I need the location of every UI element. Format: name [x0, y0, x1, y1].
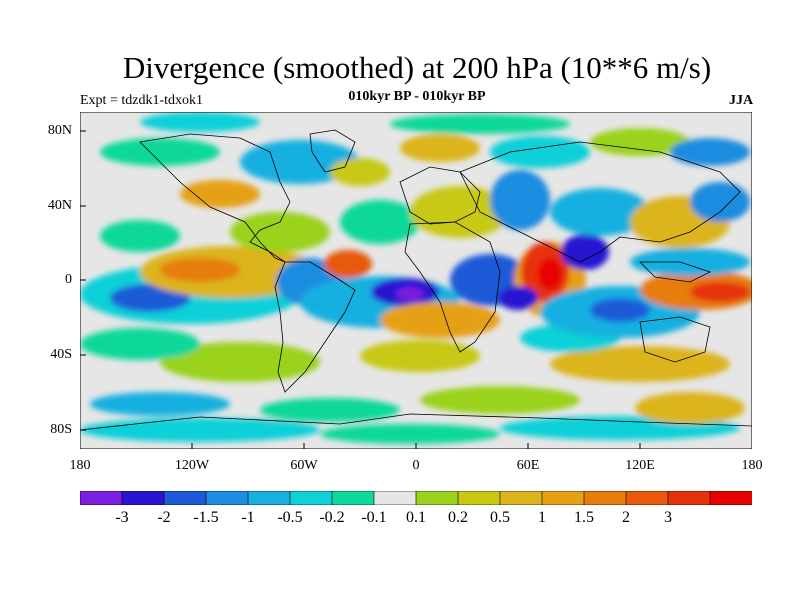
colorbar-label: 0.1	[406, 509, 426, 526]
lon-label-60e: 60E	[516, 458, 540, 473]
colorbar-label: -0.1	[361, 509, 387, 526]
colorbar-label: -1	[241, 509, 255, 526]
colorbar-swatch	[457, 491, 501, 505]
colorbar-swatch	[205, 491, 249, 505]
colorbar-label: -0.2	[319, 509, 345, 526]
colorbar-label: -0.5	[277, 509, 303, 526]
colorbar-label: 0.5	[490, 509, 510, 526]
lon-label-0: 0	[412, 458, 420, 473]
divergence-map	[80, 112, 752, 449]
colorbar-swatch	[289, 491, 333, 505]
plot-subtitle: 010kyr BP - 010kyr BP	[348, 89, 486, 104]
lat-label-80n: 80N	[47, 123, 72, 138]
lat-label-40s: 40S	[50, 347, 72, 362]
colorbar-label: -2	[157, 509, 171, 526]
lat-label-80s: 80S	[50, 422, 72, 437]
colorbar-swatch	[541, 491, 585, 505]
colorbar-swatch	[121, 491, 165, 505]
colorbar-swatch	[415, 491, 459, 505]
lon-label-180w: 180	[69, 458, 91, 473]
colorbar-swatch	[80, 491, 123, 505]
divergence-field	[80, 112, 752, 444]
plot-title: Divergence (smoothed) at 200 hPa (10**6 …	[122, 50, 712, 85]
colorbar-swatch	[373, 491, 417, 505]
colorbar-label: 3	[664, 509, 672, 526]
colorbar-swatch	[331, 491, 375, 505]
lon-label-120w: 120W	[174, 458, 210, 473]
colorbar-swatch	[625, 491, 669, 505]
colorbar-label: 1	[538, 509, 546, 526]
colorbar-swatch	[709, 491, 752, 505]
lon-label-60w: 60W	[290, 458, 318, 473]
colorbar-swatch	[667, 491, 711, 505]
lon-label-180e: 180	[741, 458, 763, 473]
colorbar-swatch	[583, 491, 627, 505]
lon-label-120e: 120E	[625, 458, 655, 473]
season-label: JJA	[729, 93, 754, 108]
colorbar-label: 2	[622, 509, 630, 526]
colorbar-swatch	[163, 491, 207, 505]
experiment-label: Expt = tdzdk1-tdxok1	[80, 93, 203, 108]
lat-label-40n: 40N	[47, 198, 72, 213]
colorbar	[80, 491, 752, 505]
colorbar-swatch	[499, 491, 543, 505]
tick-marks	[80, 130, 641, 449]
colorbar-label: -1.5	[193, 509, 219, 526]
colorbar-label: 1.5	[574, 509, 594, 526]
colorbar-swatch	[247, 491, 291, 505]
coastlines	[80, 129, 752, 431]
colorbar-label: -3	[115, 509, 129, 526]
colorbar-label: 0.2	[448, 509, 468, 526]
lat-label-0: 0	[65, 272, 72, 287]
